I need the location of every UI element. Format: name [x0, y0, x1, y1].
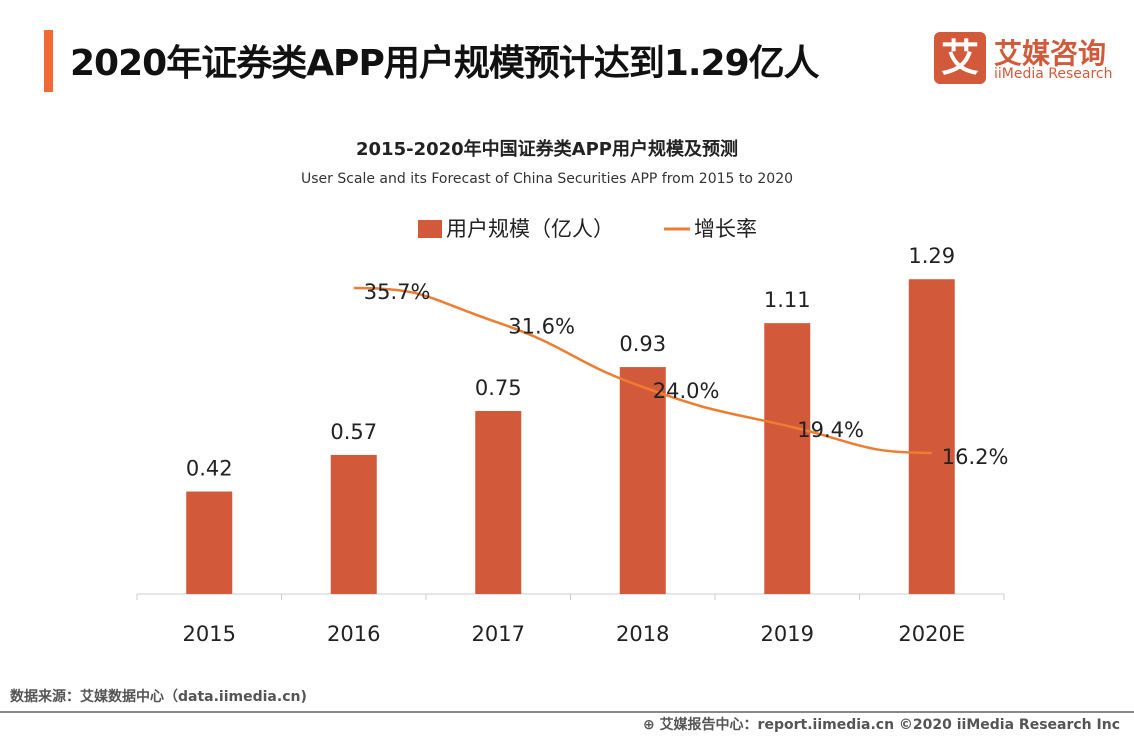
x-tick-label: 2016 — [327, 622, 380, 646]
legend-bar-label: 用户规模（亿人） — [446, 217, 614, 241]
logo-cn: 艾媒咨询 — [994, 37, 1107, 70]
x-tick-label: 2019 — [761, 622, 814, 646]
x-tick-label: 2017 — [472, 622, 525, 646]
bar — [186, 491, 233, 594]
x-tick-label: 2018 — [616, 622, 669, 646]
bar — [330, 454, 377, 594]
footer-divider — [0, 711, 1134, 713]
bar-label: 0.93 — [619, 332, 666, 356]
x-tick-label: 2020E — [898, 622, 965, 646]
line-label: 31.6% — [508, 315, 575, 339]
legend-line-label: 增长率 — [694, 217, 757, 241]
line-label: 24.0% — [653, 379, 720, 403]
data-source: 数据来源：艾媒数据中心（data.iimedia.cn) — [10, 689, 307, 705]
bar-label: 0.57 — [330, 420, 377, 444]
logo: 艾 艾媒咨询 iiMedia Research — [934, 32, 1113, 84]
legend-bar-swatch — [418, 220, 442, 238]
x-tick-label: 2015 — [183, 622, 236, 646]
line-label: 35.7% — [364, 280, 431, 304]
chart-subtitle: User Scale and its Forecast of China Sec… — [300, 171, 794, 187]
footer-report-text: 艾媒报告中心：report.iimedia.cn ©2020 iiMedia R… — [659, 717, 1120, 733]
bar-label: 0.75 — [475, 376, 522, 400]
bar — [619, 367, 666, 594]
globe-icon: ⊕ — [642, 717, 655, 733]
bar-label: 1.11 — [764, 288, 811, 312]
line-label: 19.4% — [797, 418, 864, 442]
logo-mark-icon: 艾 — [934, 32, 986, 84]
bar-label: 1.29 — [908, 244, 955, 268]
bar-label: 0.42 — [186, 457, 233, 481]
bar — [475, 411, 522, 594]
bar — [908, 279, 955, 594]
line-label: 16.2% — [942, 445, 1009, 469]
growth-line — [353, 286, 932, 455]
bar — [764, 323, 811, 594]
logo-en: iiMedia Research — [994, 66, 1113, 82]
page-title: 2020年证券类APP用户规模预计达到1.29亿人 — [70, 43, 820, 84]
title-accent-bar — [44, 30, 53, 92]
chart-title: 2015-2020年中国证券类APP用户规模及预测 — [356, 139, 738, 160]
footer-report: ⊕ 艾媒报告中心：report.iimedia.cn ©2020 iiMedia… — [643, 714, 1120, 734]
